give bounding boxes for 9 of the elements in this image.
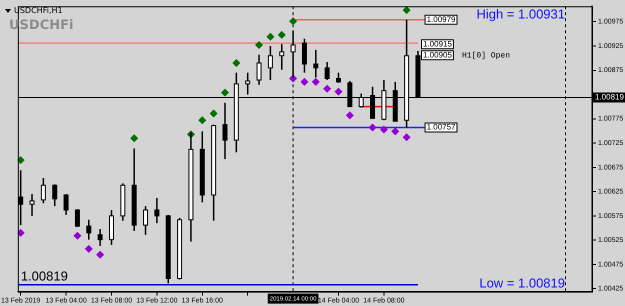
annotation: H1[0] Open (462, 51, 510, 60)
annotation: High = 1.00931 (476, 6, 565, 22)
annotation: 1.00905 (423, 50, 452, 60)
annotation: 1.00819 (20, 268, 68, 284)
ref-line-label: 1.00819 (595, 92, 624, 102)
annotation: Low = 1.00819 (479, 276, 565, 291)
annotation: 1.00757 (426, 122, 456, 132)
annotation: 1.00915 (423, 39, 452, 48)
annotation: 1.00979 (426, 14, 456, 24)
